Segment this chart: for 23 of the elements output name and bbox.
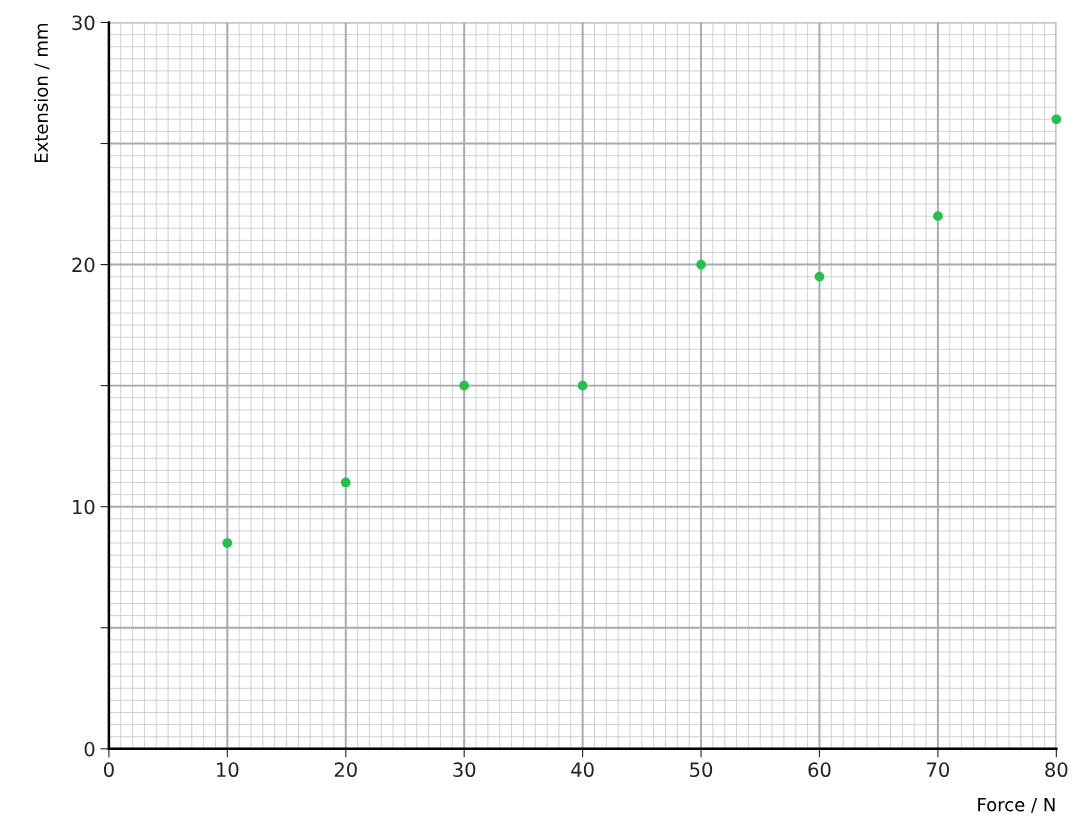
point <box>1051 114 1062 125</box>
y-tick-label: 10 <box>73 499 95 515</box>
point <box>340 477 351 488</box>
x-tick-label: 80 <box>1045 762 1068 778</box>
x-tick-label: 50 <box>690 762 713 778</box>
x-tick-label: 70 <box>927 762 949 778</box>
y-tick-label: 20 <box>72 257 95 273</box>
y-tick-label: 30 <box>72 15 95 31</box>
x-tick-label: 30 <box>453 762 476 778</box>
x-tick-label: 40 <box>571 762 594 778</box>
y-axis-title: Extension / mm <box>34 23 50 163</box>
point <box>577 380 588 391</box>
point <box>459 380 470 391</box>
point <box>933 211 943 222</box>
x-axis-title: Force / N <box>978 798 1055 813</box>
x-tick-label: 0 <box>104 762 114 778</box>
point <box>696 259 706 270</box>
y-tick-label: 0 <box>84 741 95 757</box>
x-tick-label: 20 <box>334 762 357 778</box>
point <box>222 538 233 548</box>
x-tick-label: 60 <box>808 762 831 778</box>
point <box>814 271 825 282</box>
x-tick-label: 10 <box>217 762 239 778</box>
